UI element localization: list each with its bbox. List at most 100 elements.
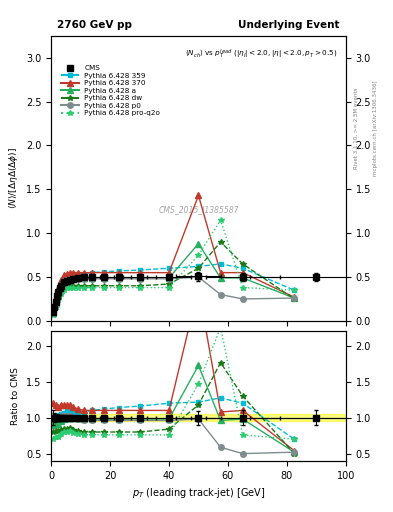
Pythia 6.428 p0 [75, 275, 80, 282]
Pythia 6.428 dw [292, 296, 297, 302]
Pythia 6.428 p0 [62, 279, 67, 285]
Pythia 6.428 370 [50, 307, 55, 313]
Pythia 6.428 359 [117, 268, 121, 274]
Pythia 6.428 pro-q2o [218, 217, 223, 223]
Pythia 6.428 359 [71, 272, 75, 279]
Bar [51, 414, 346, 421]
Pythia 6.428 a [71, 275, 75, 282]
Pythia 6.428 dw [81, 283, 86, 289]
Pythia 6.428 dw [59, 289, 64, 295]
Pythia 6.428 pro-q2o [75, 285, 80, 291]
Pythia 6.428 370 [81, 269, 86, 275]
Pythia 6.428 p0 [218, 291, 223, 297]
Pythia 6.428 359 [292, 287, 297, 293]
Pythia 6.428 p0 [81, 275, 86, 282]
Pythia 6.428 pro-q2o [137, 285, 142, 291]
Pythia 6.428 370 [137, 269, 142, 275]
Pythia 6.428 pro-q2o [71, 285, 75, 291]
Pythia 6.428 pro-q2o [53, 304, 58, 310]
Pythia 6.428 370 [196, 193, 201, 199]
Pythia 6.428 359 [137, 267, 142, 273]
Pythia 6.428 a [50, 310, 55, 316]
Pythia 6.428 pro-q2o [117, 285, 121, 291]
Text: 2760 GeV pp: 2760 GeV pp [57, 20, 132, 30]
Pythia 6.428 a [117, 275, 121, 281]
Pythia 6.428 a [75, 275, 80, 281]
Y-axis label: Ratio to CMS: Ratio to CMS [11, 367, 20, 425]
Pythia 6.428 370 [59, 276, 64, 283]
Pythia 6.428 dw [50, 311, 55, 317]
Pythia 6.428 359 [81, 270, 86, 276]
Pythia 6.428 359 [167, 265, 171, 271]
Pythia 6.428 dw [167, 281, 171, 287]
Pythia 6.428 dw [137, 283, 142, 289]
Pythia 6.428 370 [68, 269, 73, 275]
Pythia 6.428 pro-q2o [81, 285, 86, 291]
Pythia 6.428 a [167, 275, 171, 281]
Pythia 6.428 a [218, 275, 223, 281]
Pythia 6.428 370 [90, 269, 95, 275]
Pythia 6.428 dw [241, 261, 245, 267]
Pythia 6.428 p0 [137, 275, 142, 282]
Pythia 6.428 370 [167, 269, 171, 275]
Pythia 6.428 pro-q2o [90, 285, 95, 291]
Pythia 6.428 p0 [50, 309, 55, 315]
Pythia 6.428 359 [62, 276, 67, 283]
Pythia 6.428 p0 [68, 275, 73, 282]
Line: Pythia 6.428 370: Pythia 6.428 370 [50, 193, 297, 313]
Text: mcplots.cern.ch [arXiv:1306.3436]: mcplots.cern.ch [arXiv:1306.3436] [373, 80, 378, 176]
Pythia 6.428 p0 [292, 295, 297, 301]
Pythia 6.428 dw [65, 284, 70, 290]
Pythia 6.428 a [56, 291, 61, 297]
Pythia 6.428 359 [50, 309, 55, 315]
Pythia 6.428 359 [68, 273, 73, 279]
Pythia 6.428 pro-q2o [68, 285, 73, 291]
Pythia 6.428 a [90, 275, 95, 281]
Line: Pythia 6.428 pro-q2o: Pythia 6.428 pro-q2o [50, 217, 297, 317]
Pythia 6.428 pro-q2o [241, 285, 245, 291]
Pythia 6.428 pro-q2o [196, 252, 201, 258]
Pythia 6.428 pro-q2o [56, 297, 61, 303]
Pythia 6.428 359 [241, 265, 245, 271]
Pythia 6.428 a [68, 276, 73, 283]
Pythia 6.428 370 [241, 269, 245, 275]
Line: Pythia 6.428 p0: Pythia 6.428 p0 [50, 274, 297, 315]
Pythia 6.428 p0 [56, 289, 61, 295]
Pythia 6.428 a [62, 280, 67, 286]
Pythia 6.428 p0 [53, 298, 58, 305]
Pythia 6.428 p0 [102, 275, 107, 282]
Pythia 6.428 dw [196, 265, 201, 271]
Pythia 6.428 370 [292, 294, 297, 300]
Pythia 6.428 pro-q2o [65, 285, 70, 291]
Pythia 6.428 dw [53, 302, 58, 308]
Pythia 6.428 pro-q2o [167, 285, 171, 291]
Pythia 6.428 a [292, 295, 297, 301]
Pythia 6.428 370 [117, 269, 121, 275]
Pythia 6.428 p0 [241, 296, 245, 302]
Pythia 6.428 p0 [196, 274, 201, 280]
Text: $\langle N_{ch} \rangle$ vs $p_T^{lead}$ ($|\eta_l|<2.0, |\eta|<2.0, p_T>0.5$): $\langle N_{ch} \rangle$ vs $p_T^{lead}$… [185, 47, 337, 60]
Pythia 6.428 dw [68, 283, 73, 289]
Pythia 6.428 370 [65, 270, 70, 276]
Pythia 6.428 dw [102, 283, 107, 289]
Pythia 6.428 a [241, 275, 245, 281]
Pythia 6.428 p0 [117, 275, 121, 282]
Text: CMS_2015_I1385587: CMS_2015_I1385587 [158, 205, 239, 215]
Pythia 6.428 dw [62, 285, 67, 291]
Pythia 6.428 pro-q2o [292, 287, 297, 293]
Pythia 6.428 a [53, 300, 58, 306]
Pythia 6.428 370 [102, 269, 107, 275]
Text: Underlying Event: Underlying Event [239, 20, 340, 30]
Pythia 6.428 a [196, 241, 201, 247]
Pythia 6.428 dw [75, 283, 80, 289]
Pythia 6.428 pro-q2o [59, 291, 64, 297]
Line: Pythia 6.428 dw: Pythia 6.428 dw [50, 239, 297, 316]
Pythia 6.428 a [65, 278, 70, 284]
Pythia 6.428 359 [75, 271, 80, 278]
Pythia 6.428 pro-q2o [62, 287, 67, 293]
Pythia 6.428 a [102, 275, 107, 281]
Pythia 6.428 pro-q2o [102, 285, 107, 291]
Pythia 6.428 p0 [71, 275, 75, 282]
Pythia 6.428 dw [71, 283, 75, 289]
Pythia 6.428 a [137, 275, 142, 281]
